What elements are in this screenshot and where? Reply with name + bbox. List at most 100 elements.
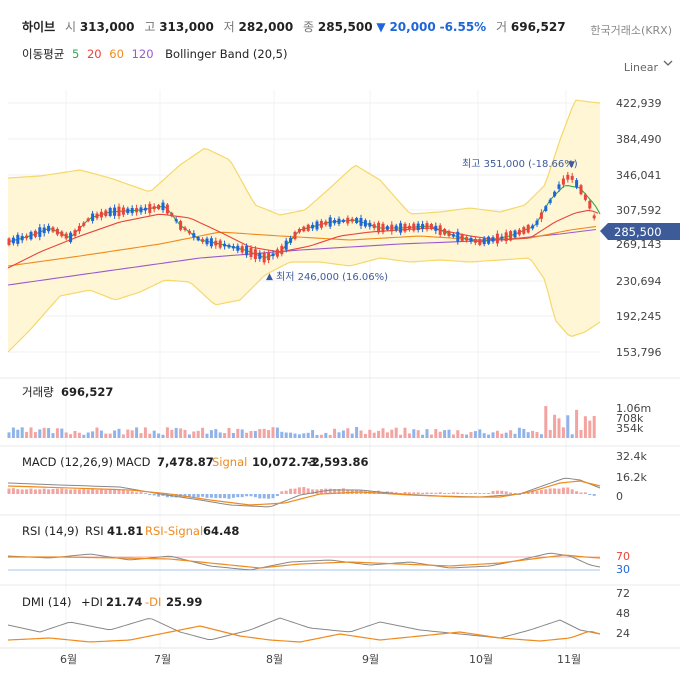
- volume-bar: [487, 434, 491, 438]
- macd-hist-bar: [469, 493, 473, 494]
- volume-bar: [258, 429, 262, 438]
- macd-signal-value: 10,072.73: [252, 455, 317, 469]
- ma60-label[interactable]: 60: [109, 47, 124, 61]
- price-tick: 230,694: [616, 275, 662, 288]
- macd-hist-bar: [192, 494, 196, 498]
- ma-label[interactable]: 이동평균: [22, 47, 65, 61]
- volume-bar: [38, 429, 42, 438]
- candle-body: [148, 203, 152, 213]
- candle-body: [82, 222, 86, 226]
- volume-bar: [341, 430, 345, 438]
- candle-body: [394, 225, 398, 231]
- macd-hist-bar: [557, 488, 561, 494]
- candle-body: [561, 178, 565, 185]
- volume-bar: [363, 433, 367, 438]
- volume-bar: [143, 427, 147, 438]
- candle-body: [341, 219, 345, 223]
- ma20-label[interactable]: 20: [86, 47, 102, 61]
- volume-bar: [179, 428, 183, 438]
- candle-body: [306, 224, 310, 231]
- macd-hist-bar: [231, 494, 235, 498]
- macd-hist-bar: [575, 491, 579, 494]
- bollinger-label[interactable]: Bollinger Band (20,5): [165, 47, 288, 61]
- mdi-value: 25.99: [166, 595, 202, 609]
- indicator-legend: 이동평균 5 20 60 120 Bollinger Band (20,5): [22, 46, 288, 62]
- macd-hist-bar: [33, 489, 37, 494]
- volume-bar: [526, 432, 530, 438]
- volume-bar: [11, 427, 15, 438]
- macd-hist-bar: [337, 488, 341, 494]
- volume-bar: [262, 428, 266, 438]
- x-tick: 8월: [266, 653, 283, 666]
- ma5-label[interactable]: 5: [71, 47, 80, 61]
- volume-bar: [187, 434, 191, 438]
- volume-bar: [399, 434, 403, 438]
- volume-bar: [64, 432, 68, 438]
- x-tick: 11월: [557, 653, 581, 666]
- volume-bar: [69, 434, 73, 438]
- candle-body: [575, 180, 579, 188]
- candle-body: [196, 236, 200, 241]
- macd-hist-bar: [350, 489, 354, 494]
- macd-hist-bar: [130, 491, 134, 494]
- candle-body: [11, 237, 15, 244]
- rsi-label: RSI: [85, 524, 104, 538]
- volume-bar: [245, 432, 249, 438]
- candle-body: [170, 212, 174, 217]
- volume-bar: [377, 430, 381, 438]
- macd-hist-bar: [399, 493, 403, 494]
- open-label: 시: [64, 20, 76, 34]
- volume-bar: [42, 427, 46, 438]
- mdi-label: -DI: [145, 595, 161, 609]
- candle-body: [271, 253, 275, 257]
- macd-value: 7,478.87: [157, 455, 214, 469]
- chevron-down-icon[interactable]: [663, 58, 673, 68]
- macd-signal-label: Signal: [212, 455, 247, 469]
- rsi-signal-line: [8, 554, 601, 569]
- scale-select[interactable]: Linear: [623, 61, 658, 74]
- volume-label: 거: [496, 20, 508, 34]
- candle-body: [55, 228, 59, 235]
- candle-body: [473, 239, 477, 243]
- volume-bar: [7, 432, 11, 438]
- ma120-label[interactable]: 120: [131, 47, 154, 61]
- macd-hist-bar: [513, 493, 517, 494]
- candle-body: [363, 220, 367, 227]
- volume-bar: [350, 433, 354, 438]
- volume-bar: [478, 429, 482, 438]
- macd-hist-bar: [275, 494, 279, 496]
- volume-bar: [407, 433, 411, 438]
- volume-bar: [390, 429, 394, 438]
- dmi-tick: 24: [616, 627, 630, 640]
- volume-bar: [51, 433, 55, 438]
- ma20-line: [7, 209, 599, 269]
- macd-hist-bar: [73, 489, 77, 494]
- candle-body: [60, 231, 64, 237]
- volume-bar: [588, 420, 592, 438]
- volume-bar: [73, 430, 77, 438]
- volume-bar: [504, 432, 508, 438]
- macd-hist-bar: [451, 492, 455, 494]
- volume-bar: [33, 432, 37, 438]
- candle-body: [434, 225, 438, 231]
- candle-body: [583, 194, 587, 200]
- volume-bar: [324, 432, 328, 438]
- candle-body: [179, 221, 183, 230]
- candle-body: [42, 227, 46, 234]
- volume-bar: [297, 434, 301, 438]
- macd-tick: 16.2k: [616, 471, 647, 484]
- volume-tick: 708k: [616, 412, 644, 425]
- volume-bar: [227, 427, 231, 438]
- macd-hist-value: -2,593.86: [307, 455, 369, 469]
- macd-hist-bar: [47, 489, 51, 494]
- macd-hist-bar: [306, 488, 310, 494]
- volume-bar: [570, 434, 574, 438]
- candle-body: [372, 224, 376, 229]
- volume-bar: [306, 432, 310, 438]
- volume-panel-value: 696,527: [61, 385, 113, 399]
- candle-body: [429, 224, 433, 230]
- candle-body: [183, 227, 187, 230]
- volume-bar: [170, 429, 174, 438]
- macd-hist-bar: [535, 490, 539, 494]
